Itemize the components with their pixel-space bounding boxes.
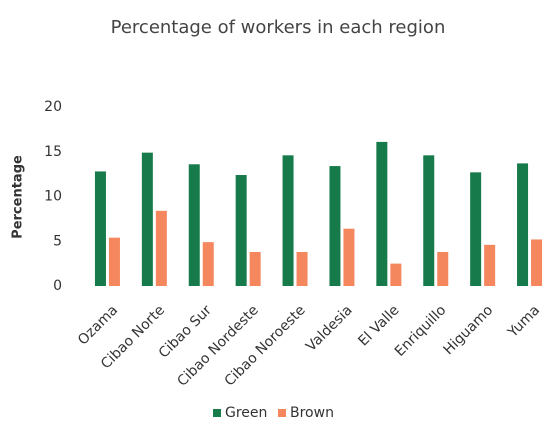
y-tick-label: 0 bbox=[53, 278, 62, 294]
bar bbox=[94, 171, 106, 286]
bar bbox=[235, 175, 247, 286]
y-tick-label: 20 bbox=[44, 99, 62, 115]
x-tick-label: Cibao Nordeste bbox=[174, 302, 261, 389]
x-tick-label: Valdesia bbox=[303, 302, 355, 354]
bar bbox=[155, 210, 167, 286]
bar bbox=[249, 251, 261, 286]
bar bbox=[329, 166, 341, 286]
bar bbox=[282, 155, 294, 286]
x-tick-label: El Valle bbox=[355, 302, 402, 349]
bar bbox=[188, 164, 200, 286]
y-axis-title: Percentage bbox=[11, 155, 26, 239]
bar bbox=[376, 141, 388, 286]
bar bbox=[296, 251, 308, 286]
x-tick-label: Cibao Noroeste bbox=[222, 302, 309, 389]
bar bbox=[343, 228, 355, 286]
x-tick-label: Yuma bbox=[504, 302, 543, 341]
legend-swatch bbox=[213, 409, 221, 417]
bar bbox=[484, 244, 496, 286]
bar bbox=[423, 155, 435, 286]
legend-label: Brown bbox=[290, 405, 334, 421]
legend-label: Green bbox=[225, 405, 267, 421]
bar bbox=[531, 239, 543, 286]
bar bbox=[390, 263, 402, 286]
y-tick-label: 15 bbox=[44, 144, 62, 160]
bar bbox=[108, 237, 120, 286]
x-tick-label: Ozama bbox=[75, 302, 121, 348]
legend-swatch bbox=[278, 409, 286, 417]
bar bbox=[470, 172, 482, 286]
bar bbox=[202, 242, 214, 286]
y-tick-label: 5 bbox=[53, 233, 62, 249]
x-tick-label: Enriquillo bbox=[392, 302, 450, 360]
chart-title: Percentage of workers in each region bbox=[111, 17, 446, 38]
y-tick-label: 10 bbox=[44, 189, 62, 205]
bar bbox=[437, 251, 449, 286]
bar bbox=[141, 152, 153, 286]
bar bbox=[517, 163, 529, 286]
x-tick-label: Higuamo bbox=[440, 302, 496, 358]
